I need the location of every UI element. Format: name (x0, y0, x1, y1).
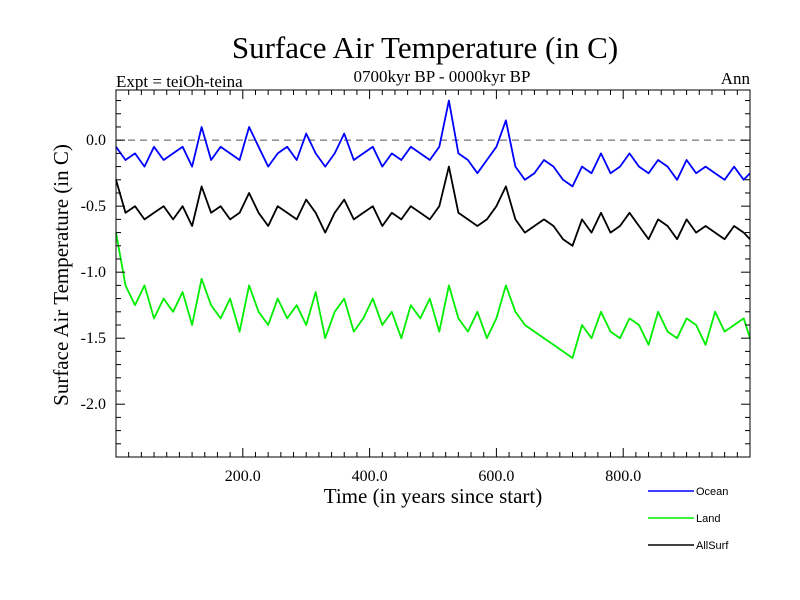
y-tick-label: 0.0 (86, 132, 106, 149)
plot-frame (115, 89, 751, 458)
x-axis-label: Time (in years since start) (324, 484, 543, 508)
season-label: Ann (721, 69, 751, 88)
y-axis-label: Surface Air Temperature (in C) (49, 144, 73, 406)
series-line-allsurf (115, 165, 751, 247)
x-tick-label: 600.0 (478, 468, 514, 485)
legend: Ocean Land AllSurf (648, 486, 729, 552)
x-axis: 200.0 400.0 600.0 800.0 (128, 90, 738, 485)
y-tick-label: -1.5 (81, 330, 106, 347)
y-tick-label: -0.5 (81, 198, 106, 215)
series-line-ocean (115, 99, 751, 188)
x-tick-label: 200.0 (225, 468, 261, 485)
period-label: 0700kyr BP - 0000kyr BP (354, 67, 531, 86)
chart-title: Surface Air Temperature (in C) (232, 30, 618, 65)
y-axis: 0.0 -0.5 -1.0 -1.5 -2.0 (81, 100, 750, 458)
y-tick-label: -1.0 (81, 264, 106, 281)
legend-label-ocean: Ocean (696, 486, 728, 498)
x-tick-label: 800.0 (605, 468, 641, 485)
x-tick-label: 400.0 (352, 468, 388, 485)
legend-label-land: Land (696, 513, 720, 525)
experiment-label: Expt = teiOh-teina (116, 72, 243, 91)
legend-label-allsurf: AllSurf (696, 540, 729, 552)
plot-area (115, 89, 751, 458)
y-tick-label: -2.0 (81, 396, 106, 413)
series-line-land (115, 232, 751, 359)
